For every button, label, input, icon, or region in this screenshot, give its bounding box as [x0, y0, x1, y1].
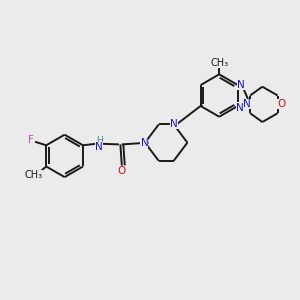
Text: N: N: [236, 103, 244, 112]
Text: CH₃: CH₃: [210, 58, 228, 68]
Text: O: O: [118, 166, 126, 176]
Text: CH₃: CH₃: [25, 170, 43, 180]
Text: F: F: [28, 135, 34, 145]
Text: O: O: [277, 99, 285, 110]
Text: N: N: [243, 99, 250, 110]
Text: N: N: [140, 138, 148, 148]
Text: H: H: [96, 136, 103, 145]
Text: N: N: [95, 142, 103, 152]
Text: N: N: [237, 80, 245, 90]
Text: N: N: [170, 119, 178, 129]
